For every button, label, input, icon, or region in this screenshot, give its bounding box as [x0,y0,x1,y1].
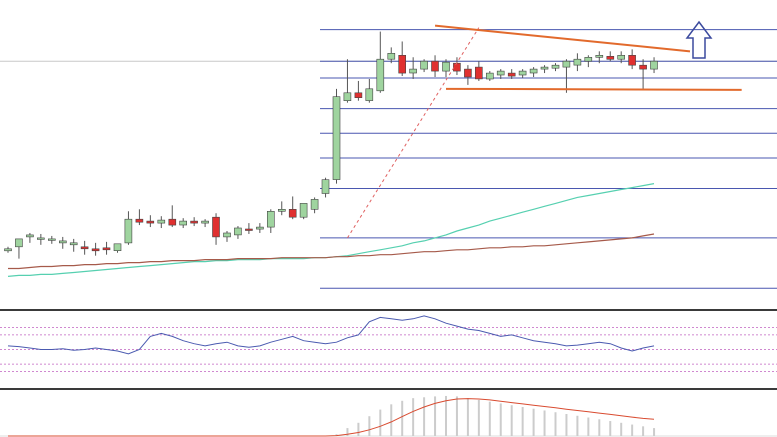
candle-body [234,227,242,236]
candle-body [420,60,428,70]
candle-body [431,60,439,72]
candle-body [157,219,166,224]
candle-body [496,70,505,76]
candle-body [179,220,187,226]
candle-body [529,68,538,74]
candle-body [256,226,264,230]
candle-body [190,220,198,224]
candle-body [212,216,220,238]
candle-body [277,209,286,212]
candle-body [47,238,56,241]
candle-body [365,88,374,101]
candle-body [91,248,100,252]
oscillator-panel [0,315,777,372]
candle-body [540,66,549,70]
candle-body [58,240,67,244]
candle-body [474,66,483,80]
histogram-panel [0,395,777,437]
candle-body [606,55,615,60]
candle-body [551,64,560,69]
oscillator-line [7,315,655,355]
candle-body [26,234,34,238]
candle-body [201,220,209,224]
candle-body [135,218,144,223]
candle-body [453,62,461,72]
candle-body [343,92,352,102]
candle-body [299,203,308,218]
candle-body [69,242,78,246]
candle-body [15,238,23,248]
candle-body [409,68,417,74]
candle-body [146,220,155,224]
candle-body [518,70,527,76]
candle-body [595,54,604,58]
candle-body [464,68,472,78]
candle-body [442,61,450,72]
candle-body [266,211,275,228]
candle-body [507,72,516,77]
candle-body [4,248,12,252]
candle-body [617,54,626,60]
candle-body [124,218,133,244]
candle-body [573,58,582,66]
candle-body [80,246,89,250]
candle-body [321,179,330,194]
candle-body [376,58,385,92]
candle-body [223,232,231,238]
trendline-descending-resistance [434,24,691,53]
candle-body [628,54,636,66]
candle-body [36,237,45,240]
trendline-horizontal-support [445,87,742,91]
candle-body [398,54,407,74]
candle-body [113,243,122,252]
trendline-rise-guide [347,27,480,239]
candle-body [639,64,647,70]
candle-body [562,60,571,68]
candle-body [584,56,593,62]
price-panel [0,20,777,289]
candle-body [485,72,494,80]
candle-body [650,60,658,70]
candle-body [332,96,341,180]
histogram-signal-line [8,398,655,437]
candle-body [310,199,319,210]
candle-body [288,209,297,218]
candle-body [102,247,111,251]
moving-average-line [8,233,655,270]
arrow-up-icon [685,20,713,59]
candle-body [168,218,177,226]
candle-body [245,228,253,231]
candle-body [354,92,363,99]
candle-body [387,52,396,60]
